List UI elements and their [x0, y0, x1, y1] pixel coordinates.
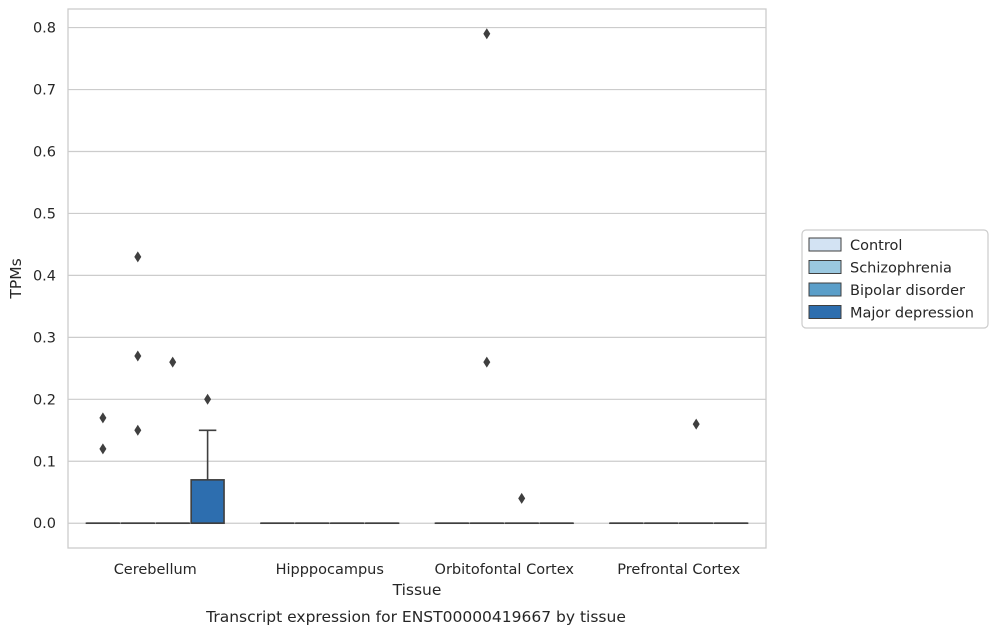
outlier-point [99, 443, 107, 455]
outlier-point [483, 356, 491, 368]
y-tick-label: 0.1 [33, 454, 56, 470]
plot-frame [67, 8, 767, 549]
box-bipolar-disorder [678, 418, 714, 525]
legend-label: Major depression [850, 306, 974, 322]
box-body [190, 479, 225, 525]
x-tick-labels: Cerebellum Hipppocampus Orbitofontal Corte… [114, 562, 741, 578]
outlier-point [518, 492, 526, 504]
legend-swatch [808, 260, 842, 274]
y-tick-label: 0.6 [33, 144, 56, 160]
outlier-point [99, 412, 107, 424]
legend: Control Schizophrenia Bipolar disorder Majo… [801, 229, 989, 329]
legend-swatch [808, 305, 842, 319]
y-tick-label: 0.8 [33, 21, 56, 37]
outlier-point [692, 418, 700, 430]
outlier-point [204, 393, 212, 405]
box-bipolar-disorder [504, 492, 539, 525]
legend-swatch [808, 237, 842, 252]
y-tick-label: 0.7 [33, 83, 56, 99]
x-tick-label: Orbitofontal Cortex [435, 562, 575, 578]
box-schizophrenia [120, 251, 156, 525]
x-tick-label: Cerebellum [114, 562, 197, 578]
legend-label: Control [850, 238, 902, 254]
outlier-point [134, 350, 142, 362]
chart-caption: Transcript expression for ENST0000041966… [205, 608, 626, 626]
y-tick-labels: 0.0 0.1 0.2 0.3 0.4 0.5 0.6 0.7 0.8 [33, 21, 56, 533]
legend-frame [801, 229, 989, 329]
legend-swatch [808, 282, 842, 297]
box-major-depression [190, 393, 225, 525]
x-tick-label: Hipppocampus [276, 562, 384, 578]
box-marks [85, 28, 749, 525]
box-schizophrenia [469, 28, 505, 525]
outlier-point [134, 251, 142, 263]
box-bipolar-disorder [155, 356, 190, 525]
outlier-point [483, 28, 491, 40]
y-tick-label: 0.2 [33, 392, 56, 408]
box-control [85, 412, 121, 525]
y-tick-label: 0.0 [33, 516, 56, 532]
legend-label: Bipolar disorder [850, 283, 965, 299]
x-tick-label: Prefrontal Cortex [617, 562, 740, 578]
y-tick-label: 0.3 [33, 330, 56, 346]
outlier-point [134, 424, 142, 436]
outlier-point [169, 356, 177, 368]
legend-label: Schizophrenia [850, 261, 952, 277]
y-axis-label: TPMs [7, 258, 25, 299]
y-tick-label: 0.4 [33, 268, 56, 284]
x-axis-label: Tissue [392, 581, 442, 599]
y-tick-label: 0.5 [33, 206, 56, 222]
